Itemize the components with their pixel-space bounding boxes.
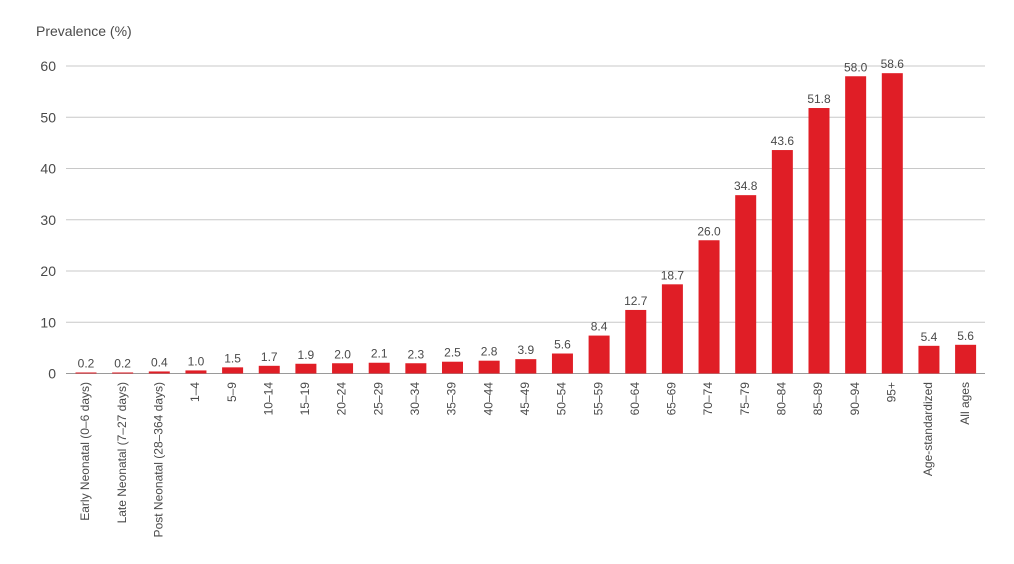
bar (955, 344, 977, 374)
value-label: 1.7 (261, 350, 278, 364)
y-tick-label: 10 (40, 314, 56, 330)
bar (295, 363, 317, 374)
y-tick-label: 40 (40, 161, 56, 177)
y-tick-labels: 0 10 20 30 40 50 60 (40, 58, 56, 382)
bar (185, 370, 207, 374)
x-tick-label: 95+ (884, 382, 898, 402)
value-labels: 0.2 0.2 0.4 1.0 1.5 1.7 1.9 2.0 2.1 2.3 2.5 2.8 3.9 5… (78, 57, 975, 370)
bar (735, 195, 757, 374)
bar (845, 76, 867, 374)
bars (75, 73, 977, 374)
bar (515, 359, 537, 374)
value-label: 51.8 (807, 92, 831, 106)
value-label: 0.4 (151, 355, 168, 369)
bar (258, 365, 280, 374)
value-label: 2.3 (408, 347, 425, 361)
value-label: 2.1 (371, 347, 388, 361)
x-tick-label: 10–14 (261, 382, 275, 416)
bar (771, 150, 793, 374)
bar (405, 363, 427, 374)
y-tick-label: 30 (40, 212, 56, 228)
value-label: 1.9 (298, 348, 315, 362)
value-label: 58.6 (881, 57, 905, 71)
bar (918, 345, 940, 374)
x-tick-label: 90–94 (848, 382, 862, 416)
x-tick-label: 25–29 (371, 382, 385, 416)
x-tick-label: Age-standardized (921, 382, 935, 476)
x-tick-label: 85–89 (811, 382, 825, 416)
bar (148, 371, 170, 374)
bar (478, 360, 500, 374)
x-tick-label: All ages (958, 382, 972, 425)
value-label: 0.2 (78, 356, 95, 370)
y-tick-label: 50 (40, 109, 56, 125)
bar (698, 240, 720, 374)
value-label: 5.4 (921, 330, 938, 344)
value-label: 0.2 (114, 356, 131, 370)
value-label: 12.7 (624, 294, 648, 308)
x-tick-label: 35–39 (445, 382, 459, 416)
x-tick-label: 30–34 (408, 382, 422, 416)
x-tick-label: 80–84 (775, 382, 789, 416)
x-tick-labels: Early Neonatal (0–6 days) Late Neonatal (… (78, 382, 972, 538)
x-tick-label: Post Neonatal (28–364 days) (151, 382, 165, 537)
value-label: 1.5 (224, 351, 241, 365)
value-label: 26.0 (697, 224, 721, 238)
bar (222, 367, 244, 374)
bar (661, 284, 683, 374)
x-tick-label: 1–4 (188, 382, 202, 402)
y-tick-label: 60 (40, 58, 56, 74)
x-tick-label: 75–79 (738, 382, 752, 416)
value-label: 8.4 (591, 320, 608, 334)
bar (808, 108, 830, 374)
x-tick-label: 45–49 (518, 382, 532, 416)
value-label: 5.6 (957, 329, 974, 343)
value-label: 34.8 (734, 179, 758, 193)
bar (442, 361, 463, 374)
value-label: 18.7 (661, 268, 685, 282)
x-tick-label: 5–9 (225, 382, 239, 402)
x-tick-label: 60–64 (628, 382, 642, 416)
value-label: 2.8 (481, 345, 498, 359)
value-label: 43.6 (771, 134, 795, 148)
bar (112, 372, 134, 374)
y-tick-label: 20 (40, 263, 56, 279)
value-label: 3.9 (517, 343, 534, 357)
x-tick-label: 40–44 (481, 382, 495, 416)
value-label: 5.6 (554, 338, 571, 352)
value-label: 1.0 (188, 354, 205, 368)
bar (588, 335, 610, 374)
x-tick-label: Late Neonatal (7–27 days) (115, 382, 129, 523)
value-label: 2.0 (334, 347, 351, 361)
bar (625, 309, 647, 374)
bar (881, 73, 903, 374)
bar (368, 362, 390, 374)
x-tick-label: 15–19 (298, 382, 312, 416)
y-axis-title: Prevalence (%) (36, 23, 132, 39)
bar (75, 372, 97, 374)
value-label: 58.0 (844, 60, 868, 74)
x-tick-label: 70–74 (701, 382, 715, 416)
x-tick-label: 20–24 (335, 382, 349, 416)
gridlines (66, 65, 985, 374)
x-tick-label: 55–59 (591, 382, 605, 416)
x-tick-label: Early Neonatal (0–6 days) (78, 382, 92, 521)
x-tick-label: 65–69 (665, 382, 679, 416)
y-tick-label: 0 (48, 366, 56, 382)
bar (332, 363, 354, 374)
value-label: 2.5 (444, 346, 461, 360)
x-tick-label: 50–54 (555, 382, 569, 416)
bar (551, 353, 573, 374)
